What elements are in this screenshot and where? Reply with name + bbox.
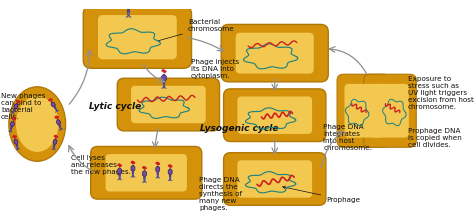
Polygon shape [163, 84, 165, 87]
Polygon shape [59, 125, 61, 127]
Polygon shape [16, 144, 18, 146]
Polygon shape [157, 173, 159, 174]
FancyBboxPatch shape [131, 86, 206, 123]
Polygon shape [144, 179, 145, 181]
FancyBboxPatch shape [224, 89, 326, 142]
Text: New phages
can bind to
bacterial
cells.: New phages can bind to bacterial cells. [1, 93, 46, 120]
Polygon shape [144, 177, 146, 179]
FancyBboxPatch shape [98, 15, 177, 59]
Polygon shape [131, 165, 135, 172]
Polygon shape [119, 176, 120, 178]
Polygon shape [163, 82, 165, 84]
Polygon shape [54, 107, 56, 109]
FancyBboxPatch shape [91, 146, 202, 199]
Text: Phage DNA
directs the
synthesis of
many new
phages.: Phage DNA directs the synthesis of many … [200, 177, 242, 211]
Polygon shape [13, 109, 16, 111]
Text: Bacterial
chromosome: Bacterial chromosome [158, 19, 235, 41]
FancyBboxPatch shape [221, 24, 328, 82]
Polygon shape [162, 74, 166, 82]
Polygon shape [55, 108, 57, 110]
FancyBboxPatch shape [337, 74, 390, 147]
Polygon shape [118, 168, 122, 174]
Text: Prophage DNA
is copied when
cell divides.: Prophage DNA is copied when cell divides… [408, 129, 461, 149]
Polygon shape [51, 102, 55, 107]
Polygon shape [169, 177, 171, 179]
FancyBboxPatch shape [364, 74, 416, 147]
Polygon shape [169, 175, 171, 177]
Polygon shape [132, 173, 134, 176]
Text: Lysogenic cycle: Lysogenic cycle [200, 124, 279, 133]
Ellipse shape [16, 96, 58, 152]
FancyBboxPatch shape [117, 78, 219, 131]
Polygon shape [17, 146, 18, 148]
Polygon shape [128, 12, 129, 15]
FancyBboxPatch shape [83, 6, 191, 68]
Text: Phage injects
its DNA into
cytoplasm.: Phage injects its DNA into cytoplasm. [191, 59, 239, 79]
FancyBboxPatch shape [237, 97, 312, 134]
Polygon shape [14, 139, 18, 145]
Text: Exposure to
stress such as
UV light triggers
excision from host
chromosome.: Exposure to stress such as UV light trig… [408, 76, 474, 110]
Polygon shape [168, 168, 172, 175]
FancyBboxPatch shape [236, 33, 314, 73]
Polygon shape [59, 126, 61, 129]
Polygon shape [10, 127, 12, 129]
Text: Phage DNA
integrates
into host
chromosome.: Phage DNA integrates into host chromosom… [323, 124, 373, 151]
Polygon shape [14, 103, 18, 109]
Polygon shape [10, 121, 15, 127]
Text: Prophage: Prophage [283, 186, 360, 203]
FancyBboxPatch shape [106, 154, 187, 192]
Polygon shape [54, 146, 55, 148]
Text: Cell lyses
and releases
the new phages.: Cell lyses and releases the new phages. [71, 155, 131, 175]
Polygon shape [127, 10, 130, 12]
Polygon shape [56, 119, 61, 125]
Ellipse shape [9, 87, 65, 161]
FancyBboxPatch shape [345, 84, 382, 138]
Polygon shape [132, 172, 134, 173]
FancyBboxPatch shape [371, 84, 409, 138]
Polygon shape [156, 166, 160, 173]
Polygon shape [13, 110, 15, 112]
Polygon shape [53, 139, 57, 145]
FancyBboxPatch shape [224, 153, 326, 205]
Polygon shape [10, 128, 12, 131]
Text: Phage DNA: Phage DNA [0, 223, 1, 224]
Polygon shape [54, 145, 55, 146]
FancyBboxPatch shape [237, 160, 312, 198]
Polygon shape [143, 170, 146, 177]
Polygon shape [118, 174, 120, 176]
Polygon shape [126, 1, 131, 10]
Text: Lytic cycle: Lytic cycle [89, 102, 141, 111]
Polygon shape [157, 174, 158, 177]
